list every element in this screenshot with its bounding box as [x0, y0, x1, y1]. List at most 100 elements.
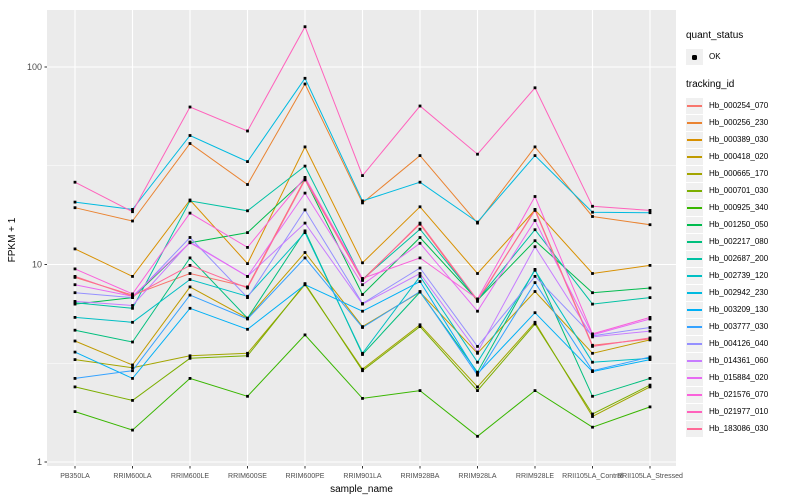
- legend-tracking-id-items: Hb_000254_070 Hb_000256_230 Hb_000389_030 H…: [686, 97, 798, 437]
- legend-item: Hb_015884_020: [686, 369, 798, 386]
- data-point: [648, 338, 652, 342]
- data-point: [303, 164, 307, 168]
- data-point: [648, 223, 652, 227]
- legend-item-label: Hb_014361_060: [709, 356, 769, 365]
- legend-key: [686, 335, 703, 352]
- data-point: [73, 358, 77, 361]
- data-point: [246, 275, 249, 278]
- data-point: [533, 154, 537, 157]
- legend-item: Hb_014361_060: [686, 352, 798, 369]
- x-tick-label: RRIM928LA: [458, 473, 496, 480]
- data-point: [648, 405, 652, 409]
- data-point: [361, 326, 364, 329]
- data-point: [591, 425, 594, 429]
- legend-key: [686, 216, 703, 233]
- legend-item-label: Hb_000254_070: [709, 101, 769, 110]
- series-color-swatch: [687, 240, 702, 243]
- data-point: [361, 351, 364, 355]
- data-point: [188, 272, 192, 275]
- legend-key: [686, 386, 703, 403]
- data-point: [361, 283, 364, 287]
- legend-item-label: Hb_001250_050: [709, 220, 769, 229]
- data-point: [303, 178, 307, 182]
- legend-key: [686, 267, 703, 284]
- data-point: [591, 210, 594, 214]
- legend-key: [686, 131, 703, 148]
- series-color-swatch: [687, 138, 702, 141]
- data-point: [533, 268, 537, 272]
- data-point: [246, 231, 249, 234]
- data-point: [476, 272, 479, 275]
- data-point: [246, 327, 249, 331]
- data-point: [73, 328, 77, 332]
- data-point: [246, 351, 249, 355]
- legend-item-label: Hb_004126_040: [709, 339, 769, 348]
- data-point: [418, 221, 422, 225]
- series-color-swatch: [687, 104, 702, 107]
- x-tick-label: RRIM600PE: [286, 473, 325, 480]
- legend-item-label: Hb_000389_030: [709, 135, 769, 144]
- legend-key: [686, 352, 703, 369]
- data-point: [591, 272, 594, 275]
- data-point: [361, 367, 364, 371]
- x-tick-label: RRIM901LA: [343, 473, 381, 480]
- data-point: [131, 304, 134, 307]
- data-point: [591, 360, 594, 364]
- data-point: [303, 256, 307, 260]
- legend-key: [686, 233, 703, 250]
- data-point: [246, 183, 249, 186]
- data-point: [188, 142, 192, 145]
- series-color-swatch: [687, 257, 702, 260]
- data-point: [591, 302, 594, 306]
- legend-key: [686, 199, 703, 216]
- y-tick-label: 1: [37, 457, 42, 467]
- series-color-swatch: [687, 325, 702, 328]
- data-point: [131, 399, 134, 402]
- series-color-swatch: [687, 172, 702, 175]
- data-point: [476, 309, 479, 313]
- data-point: [648, 286, 652, 290]
- data-point: [533, 86, 537, 90]
- data-point: [73, 316, 77, 319]
- data-point: [533, 275, 537, 278]
- legend-item: Hb_002942_230: [686, 284, 798, 301]
- data-point: [73, 200, 77, 204]
- data-point: [648, 377, 652, 380]
- legend-item: Hb_021576_070: [686, 386, 798, 403]
- data-point: [131, 306, 134, 310]
- data-point: [188, 278, 192, 281]
- data-point: [418, 280, 422, 283]
- data-point: [303, 208, 307, 212]
- data-point: [476, 360, 479, 364]
- x-tick-label: RRIM928BA: [401, 473, 440, 480]
- data-point: [246, 209, 249, 213]
- legend-key: [686, 182, 703, 199]
- data-point: [533, 245, 537, 249]
- data-point: [648, 209, 652, 212]
- series-color-swatch: [687, 393, 702, 396]
- data-point: [533, 219, 537, 222]
- legend-item-label: Hb_021576_070: [709, 390, 769, 399]
- legend-item-label: Hb_000665_170: [709, 169, 769, 178]
- data-point: [476, 220, 479, 224]
- data-point: [648, 211, 652, 215]
- data-point: [303, 191, 307, 195]
- data-point: [188, 356, 192, 360]
- y-axis-title: FPKM + 1: [7, 217, 18, 263]
- data-point: [476, 373, 479, 377]
- data-point: [591, 412, 594, 416]
- data-point: [246, 246, 249, 249]
- data-point: [303, 76, 307, 80]
- data-point: [533, 290, 537, 293]
- x-axis-title: sample_name: [330, 484, 393, 495]
- data-point: [303, 82, 307, 86]
- data-point: [131, 366, 134, 370]
- data-point: [648, 296, 652, 299]
- data-point: [246, 354, 249, 358]
- x-tick-label: RRII105LA_Control: [562, 473, 623, 480]
- data-point: [418, 236, 422, 239]
- series-color-swatch: [687, 308, 702, 311]
- legend-key: [686, 97, 703, 114]
- data-point: [188, 134, 192, 137]
